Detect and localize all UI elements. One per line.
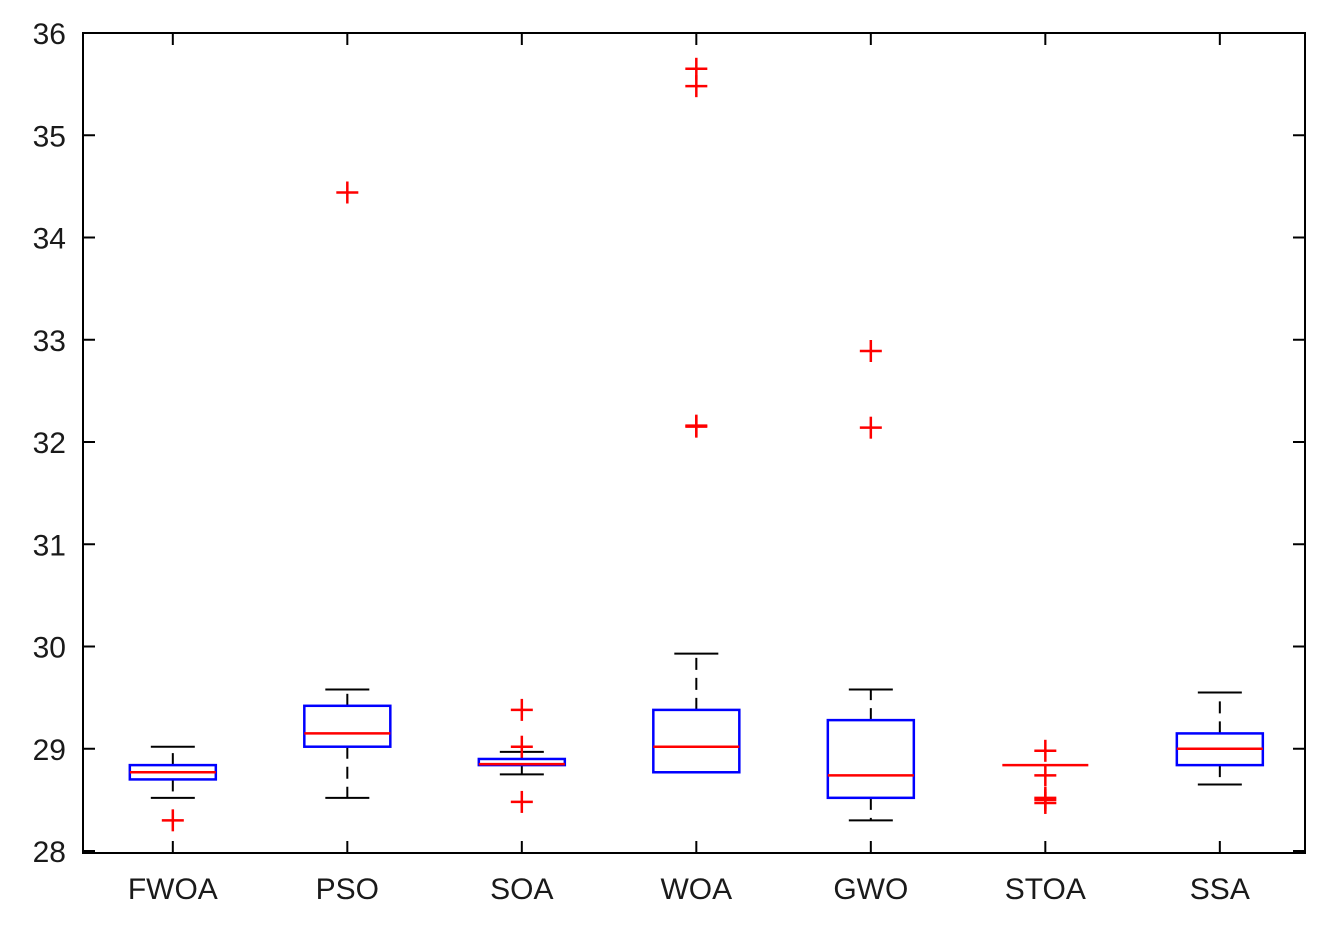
y-tick-label-31: 31 bbox=[33, 529, 66, 562]
y-tick-label-30: 30 bbox=[33, 632, 66, 665]
y-tick-label-32: 32 bbox=[33, 427, 66, 460]
box-group-GWO bbox=[826, 339, 916, 822]
y-tick-label-33: 33 bbox=[33, 325, 66, 358]
y-tick-label-36: 36 bbox=[33, 18, 66, 51]
x-tick-label-SOA: SOA bbox=[490, 873, 553, 906]
outlier-WOA-1 bbox=[685, 75, 708, 98]
box-group-WOA bbox=[652, 57, 741, 774]
outlier-WOA-3 bbox=[685, 414, 708, 437]
outlier-STOA-4 bbox=[1034, 791, 1057, 814]
x-tick-label-SSA: SSA bbox=[1190, 873, 1250, 906]
x-tick-label-FWOA: FWOA bbox=[128, 873, 218, 906]
outlier-STOA-0 bbox=[1034, 739, 1057, 762]
x-tick-label-STOA: STOA bbox=[1005, 873, 1086, 906]
y-tick-label-29: 29 bbox=[33, 734, 66, 767]
outlier-GWO-0 bbox=[859, 339, 882, 362]
y-axis-ticks: 28 29 30 31 32 33 34 35 36 bbox=[33, 18, 1305, 869]
y-tick-label-35: 35 bbox=[33, 120, 66, 153]
box-WOA bbox=[652, 708, 741, 774]
x-tick-label-PSO: PSO bbox=[316, 873, 379, 906]
box-GWO bbox=[826, 718, 916, 800]
outlier-FWOA-0 bbox=[161, 809, 184, 832]
box-group-FWOA bbox=[128, 745, 218, 832]
x-tick-label-GWO: GWO bbox=[833, 873, 908, 906]
box-group-SSA bbox=[1175, 691, 1265, 786]
box-series bbox=[128, 57, 1265, 832]
box-group-STOA bbox=[1002, 739, 1089, 814]
outlier-STOA-1 bbox=[1034, 764, 1057, 787]
y-tick-label-28: 28 bbox=[33, 836, 66, 869]
y-tick-label-34: 34 bbox=[33, 223, 66, 256]
outlier-SOA-0 bbox=[510, 698, 533, 721]
outlier-SOA-1 bbox=[510, 735, 533, 758]
x-tick-label-WOA: WOA bbox=[660, 873, 732, 906]
outlier-GWO-1 bbox=[859, 416, 882, 439]
box-PSO bbox=[303, 704, 392, 748]
box-group-PSO bbox=[303, 181, 392, 799]
x-axis-ticks: FWOA PSO SOA WOA GWO STOA SSA bbox=[128, 33, 1250, 906]
outlier-SOA-2 bbox=[510, 790, 533, 813]
box-group-SOA bbox=[477, 698, 567, 813]
outlier-PSO-0 bbox=[336, 181, 359, 204]
plot-area-frame bbox=[82, 32, 1306, 854]
